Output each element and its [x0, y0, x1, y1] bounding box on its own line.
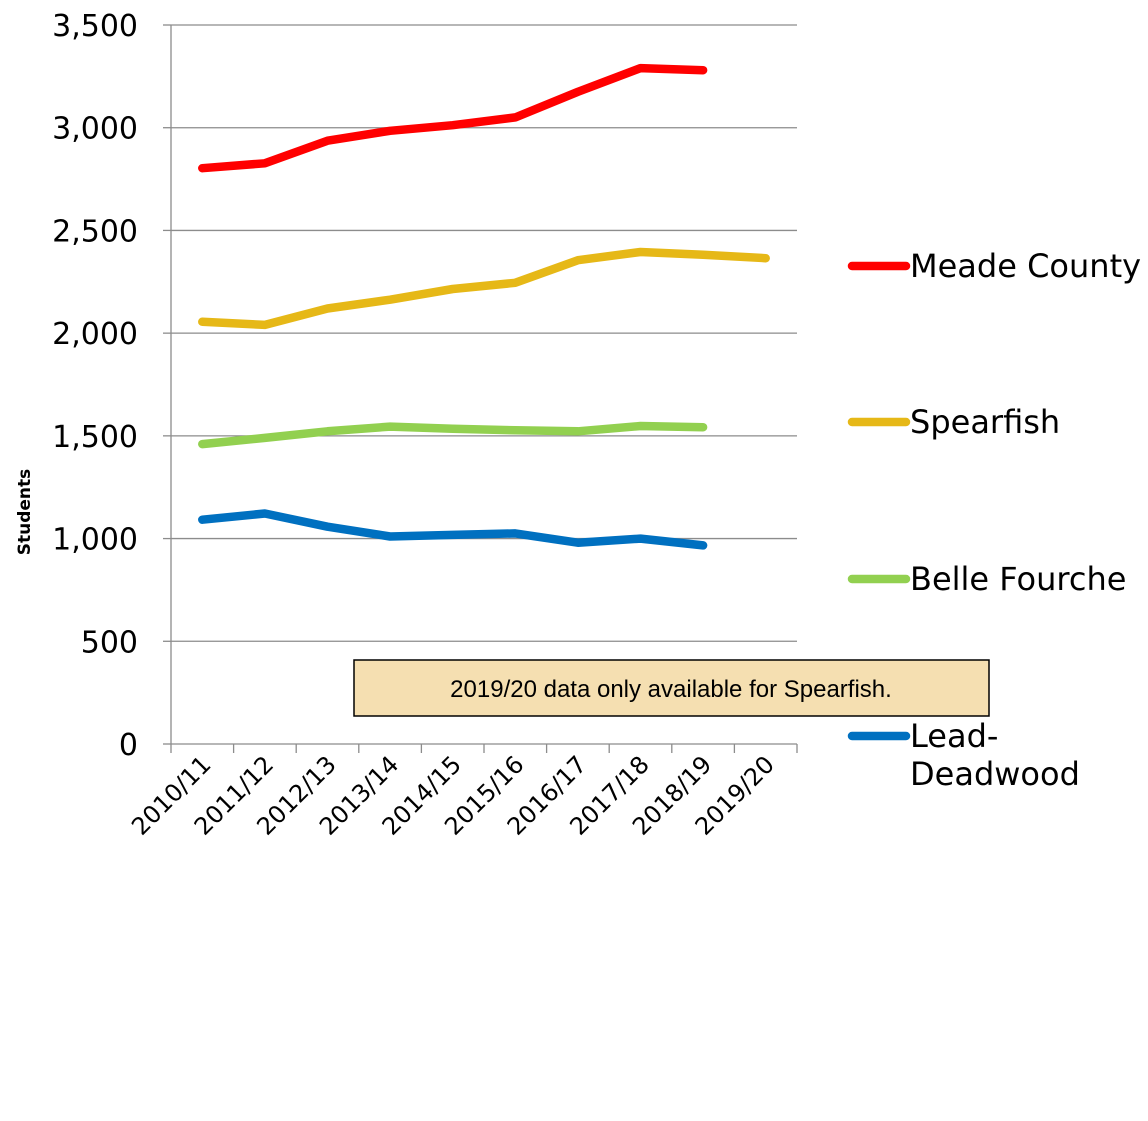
annotation-text: 2019/20 data only available for Spearfis… [450, 676, 892, 703]
legend-label: Belle Fourche [910, 560, 1126, 598]
series-line [198, 247, 770, 330]
legend-label: Spearfish [910, 403, 1060, 441]
y-tick-label: 3,000 [52, 112, 138, 147]
series-line [198, 63, 708, 173]
legend-label: Lead-Deadwood [910, 717, 1080, 793]
y-tick-labels: 0 500 1,000 1,500 2,000 2,500 3,000 3,500 [52, 9, 138, 763]
x-tick-labels: 2010/112011/122012/132013/142014/152015/… [126, 750, 780, 840]
annotation-background [353, 659, 990, 717]
y-tick-label: 1,500 [52, 420, 138, 455]
legend-label-line: Belle Fourche [910, 560, 1126, 598]
series-line [198, 421, 708, 449]
legend-label-line: Spearfish [910, 403, 1060, 441]
y-tick-label: 3,500 [52, 9, 138, 44]
legend-label: Meade County [910, 247, 1141, 285]
series-lines [198, 63, 770, 550]
y-tick-label: 2,000 [52, 317, 138, 352]
y-tick-label: 500 [81, 625, 138, 660]
y-tick-label: 0 [119, 728, 138, 763]
legend: Meade County Spearfish Belle Fourche Lead-D… [847, 247, 1141, 793]
y-axis-label: Students [15, 469, 35, 556]
y-tick-label: 1,000 [52, 523, 138, 558]
annotation-box: 2019/20 data only available for Spearfis… [353, 659, 990, 717]
y-tick-label: 2,500 [52, 214, 138, 249]
legend-label-line: Deadwood [910, 755, 1080, 793]
series-line [198, 509, 708, 550]
axes [163, 24, 798, 753]
legend-label-line: Meade County [910, 247, 1141, 285]
legend-label-line: Lead- [910, 717, 998, 755]
